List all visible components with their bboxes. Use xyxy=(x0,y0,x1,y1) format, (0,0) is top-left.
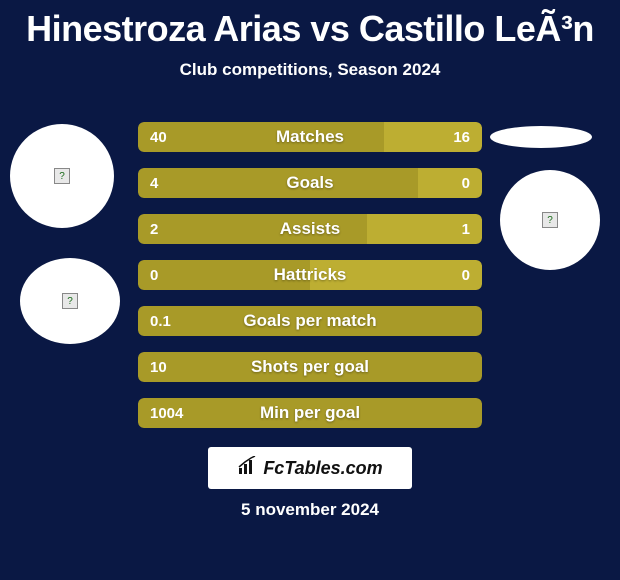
stat-right-value: 0 xyxy=(462,168,470,198)
broken-image-icon: ? xyxy=(54,168,70,184)
stat-label: Matches xyxy=(138,122,482,152)
stat-label: Assists xyxy=(138,214,482,244)
player-avatar-right: ? xyxy=(500,170,600,270)
stat-label: Goals xyxy=(138,168,482,198)
chart-icon xyxy=(237,456,257,481)
brand-badge: FcTables.com xyxy=(208,447,412,489)
player-avatar-left-top: ? xyxy=(10,124,114,228)
decorative-ellipse-right xyxy=(490,126,592,148)
stat-label: Min per goal xyxy=(138,398,482,428)
stat-label: Goals per match xyxy=(138,306,482,336)
stat-row: 40Matches16 xyxy=(138,122,482,152)
stats-comparison-chart: 40Matches164Goals02Assists10Hattricks00.… xyxy=(138,122,482,444)
stat-right-value: 1 xyxy=(462,214,470,244)
stat-right-value: 16 xyxy=(453,122,470,152)
broken-image-icon: ? xyxy=(62,293,78,309)
footer-date: 5 november 2024 xyxy=(0,500,620,520)
stat-label: Shots per goal xyxy=(138,352,482,382)
page-title: Hinestroza Arias vs Castillo LeÃ³n xyxy=(0,0,620,50)
stat-row: 0.1Goals per match xyxy=(138,306,482,336)
stat-row: 2Assists1 xyxy=(138,214,482,244)
stat-row: 10Shots per goal xyxy=(138,352,482,382)
stat-row: 4Goals0 xyxy=(138,168,482,198)
player-avatar-left-bottom: ? xyxy=(20,258,120,344)
broken-image-icon: ? xyxy=(542,212,558,228)
stat-row: 1004Min per goal xyxy=(138,398,482,428)
stat-right-value: 0 xyxy=(462,260,470,290)
stat-label: Hattricks xyxy=(138,260,482,290)
brand-text: FcTables.com xyxy=(263,458,382,479)
stat-row: 0Hattricks0 xyxy=(138,260,482,290)
page-subtitle: Club competitions, Season 2024 xyxy=(0,60,620,80)
